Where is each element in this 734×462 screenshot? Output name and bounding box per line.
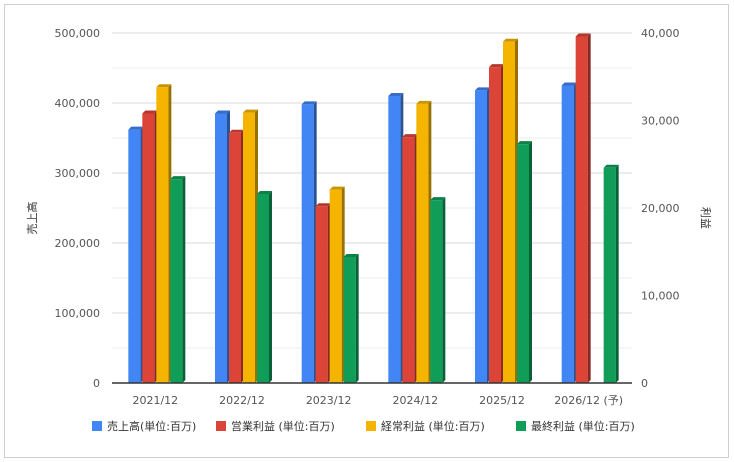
bar	[229, 132, 241, 383]
x-tick-label: 2024/12	[392, 394, 438, 407]
bar	[315, 206, 328, 383]
bar-top	[229, 129, 244, 133]
bar	[503, 41, 515, 383]
left-tick-label: 100,000	[55, 307, 101, 320]
bar-top	[503, 38, 518, 42]
bar-top	[388, 93, 404, 96]
bar-top	[170, 176, 186, 180]
x-tick-label: 2023/12	[306, 394, 352, 407]
bar-top	[343, 254, 359, 257]
legend-swatch	[92, 421, 102, 431]
bar-side	[355, 254, 359, 383]
bar	[388, 96, 401, 383]
bar	[128, 129, 141, 383]
right-tick-label: 10,000	[641, 290, 680, 303]
bar	[156, 87, 169, 383]
bar-top	[489, 64, 504, 68]
left-tick-label: 200,000	[55, 237, 101, 250]
bar	[430, 200, 443, 383]
legend-swatch	[516, 421, 526, 431]
bar-side	[615, 164, 619, 383]
legend-swatch	[216, 421, 226, 431]
bar	[329, 189, 342, 383]
bar-top	[128, 126, 144, 130]
bar-top	[301, 101, 317, 105]
right-tick-label: 40,000	[641, 27, 680, 40]
left-tick-label: 0	[93, 377, 100, 390]
bar	[489, 67, 501, 383]
gridlines	[112, 32, 632, 384]
legend-label: 経常利益 (単位:百万)	[381, 419, 485, 433]
left-tick-label: 500,000	[55, 27, 101, 40]
left-tick-label: 400,000	[55, 97, 101, 110]
x-tick-label: 2026/12 (予)	[554, 394, 623, 407]
bar-side	[442, 197, 446, 383]
bar	[142, 113, 155, 383]
legend: 売上高(単位:百万) 営業利益 (単位:百万) 経常利益 (単位:百万) 最終利益 (…	[92, 419, 635, 433]
bar	[603, 167, 616, 383]
bar-top	[215, 110, 230, 114]
bar	[575, 36, 588, 383]
right-tick-label: 20,000	[641, 202, 680, 215]
legend-label: 営業利益 (単位:百万)	[231, 419, 335, 433]
right-tick-label: 30,000	[641, 115, 680, 128]
bar-top	[517, 141, 532, 145]
bar	[475, 90, 487, 384]
bar-top	[156, 84, 172, 88]
bar-side	[269, 191, 272, 383]
left-tick-label: 300,000	[55, 167, 101, 180]
bar	[416, 103, 429, 383]
x-tick-label: 2022/12	[219, 394, 265, 407]
bar-side	[529, 141, 532, 383]
bar-top	[475, 87, 490, 91]
bar	[215, 113, 227, 383]
bar-top	[402, 134, 418, 138]
right-y-axis: 0 10,000 20,000 30,000 40,000	[641, 27, 680, 390]
bar	[301, 104, 314, 384]
bar-top	[315, 203, 331, 207]
bar	[343, 257, 356, 383]
bar	[170, 179, 183, 383]
bar-side	[587, 33, 591, 383]
bar-top	[243, 109, 258, 113]
legend-label: 最終利益 (単位:百万)	[531, 419, 635, 433]
legend-label: 売上高(単位:百万)	[107, 419, 196, 433]
left-axis-title: 売上高	[25, 202, 39, 235]
bar	[561, 85, 574, 383]
bar-top	[603, 164, 619, 168]
bar-top	[575, 33, 591, 37]
bar-top	[430, 197, 446, 201]
bar-side	[182, 176, 186, 383]
bar	[402, 137, 415, 383]
bar	[243, 112, 255, 383]
bar	[517, 144, 529, 383]
x-tick-label: 2025/12	[479, 394, 525, 407]
x-axis: 2021/12 2022/12 2023/12 2024/12 2025/12 2026/…	[112, 382, 632, 407]
bar-top	[329, 186, 345, 190]
bar	[257, 194, 269, 383]
left-y-axis: 0 100,000 200,000 300,000 400,000 500,000	[55, 27, 101, 390]
x-tick-label: 2021/12	[132, 394, 178, 407]
bar-top	[416, 100, 432, 104]
bar-top	[142, 110, 158, 114]
bar-top	[561, 82, 577, 86]
bar-top	[257, 191, 272, 194]
right-tick-label: 0	[641, 377, 648, 390]
bars-group	[128, 33, 619, 384]
legend-swatch	[366, 421, 376, 431]
right-axis-title: 利益	[699, 207, 713, 229]
